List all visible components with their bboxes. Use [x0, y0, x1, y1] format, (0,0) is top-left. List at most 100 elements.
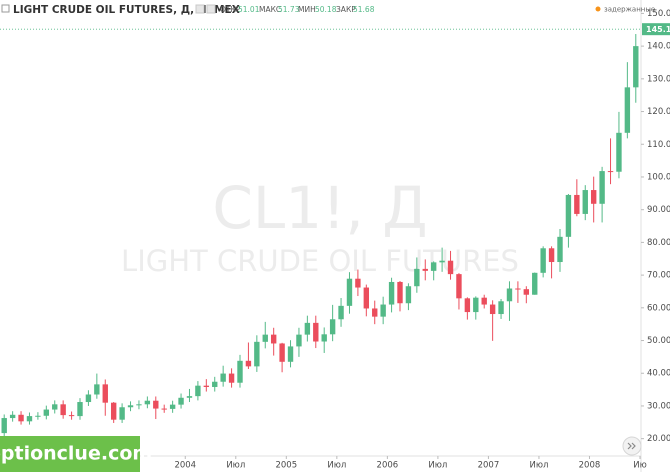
- candle-body: [279, 343, 285, 362]
- candle-body: [136, 404, 142, 406]
- watermark-name: LIGHT CRUDE OIL FUTURES: [121, 244, 519, 278]
- logo-text: optionclue.com: [0, 443, 152, 465]
- logo-box: [0, 436, 140, 472]
- header-button[interactable]: [195, 4, 205, 14]
- candle-body: [18, 414, 24, 422]
- candle-body: [422, 268, 428, 271]
- candle-body: [228, 373, 235, 383]
- candle-body: [52, 404, 58, 410]
- header-icon: [1, 4, 10, 13]
- y-tick-label: 110.00: [647, 140, 670, 150]
- y-tick-label: 50.00: [647, 336, 670, 346]
- x-tick-label: 2008: [579, 461, 601, 471]
- y-tick-label: 80.00: [647, 238, 670, 248]
- candle-body: [110, 402, 117, 420]
- candle-body: [304, 322, 311, 335]
- candle-body: [68, 415, 75, 417]
- candle-body: [355, 278, 361, 288]
- x-tick-label: 2006: [377, 461, 399, 471]
- candle-body: [414, 268, 420, 287]
- candle-body: [540, 248, 546, 273]
- ohlc-label: МАКС: [259, 5, 281, 14]
- candle-body: [607, 171, 614, 173]
- y-tick-label: 120.00: [647, 107, 670, 117]
- candle-body: [574, 194, 580, 214]
- candle-body: [439, 260, 445, 263]
- x-tick-label: Июл: [428, 461, 447, 471]
- candle-body: [498, 301, 504, 315]
- candle-body: [633, 46, 639, 88]
- candle-body: [254, 341, 260, 367]
- candle-body: [77, 402, 83, 417]
- ohlc-label: ОТКР: [220, 5, 241, 14]
- candle-body: [102, 384, 108, 403]
- last-price-label: 145.18: [646, 25, 670, 34]
- candle-body: [557, 236, 563, 263]
- header-button[interactable]: [206, 4, 216, 14]
- candle-body: [85, 394, 92, 403]
- candle-body: [161, 408, 167, 410]
- candle-body: [456, 274, 462, 299]
- status: задержанные: [604, 6, 655, 14]
- candle-body: [506, 288, 513, 302]
- candle-body: [548, 248, 555, 263]
- candle-body: [212, 381, 218, 387]
- candle-body: [599, 171, 605, 204]
- y-tick-label: 70.00: [647, 271, 670, 281]
- candle-body: [127, 405, 134, 408]
- candle-body: [144, 400, 151, 405]
- watermark: CL1!, Д LIGHT CRUDE OIL FUTURES: [121, 174, 519, 278]
- candle-body: [388, 281, 395, 305]
- ohlc-value: 50.18: [315, 5, 337, 14]
- candle-body: [203, 385, 210, 387]
- candle-body: [321, 334, 327, 342]
- candle-body: [313, 322, 319, 342]
- candle-body: [237, 360, 243, 383]
- x-tick-label: Июл: [226, 461, 245, 471]
- logo: optionclue.com: [0, 436, 152, 472]
- candle-body: [9, 414, 16, 419]
- scroll-button-bg[interactable]: [622, 436, 642, 456]
- candle-body: [1, 418, 7, 434]
- y-tick-label: 130.00: [647, 74, 670, 84]
- y-tick-label: 140.00: [647, 42, 670, 52]
- y-tick-label: 90.00: [647, 205, 670, 215]
- candle-body: [405, 286, 412, 304]
- candle-body: [220, 373, 226, 382]
- candle-body: [489, 304, 496, 315]
- ohlc-value: 51.73: [278, 5, 300, 14]
- scroll-button[interactable]: [622, 436, 642, 456]
- candle-body: [119, 407, 125, 420]
- header: LIGHT CRUDE OIL FUTURES, Д, NYMEX ОТКР 5…: [1, 4, 655, 16]
- candle-body: [153, 400, 159, 409]
- candle-body: [363, 287, 370, 309]
- last-price-box: [642, 23, 670, 36]
- candle-body: [565, 194, 572, 237]
- ohlc-label: МИН: [298, 5, 316, 14]
- candle-body: [26, 416, 33, 422]
- candle-body: [372, 308, 378, 317]
- candle-body: [430, 262, 437, 271]
- candle-body: [262, 334, 268, 342]
- candle-body: [195, 385, 201, 397]
- y-tick-label: 20.00: [647, 434, 670, 444]
- candle-body: [94, 384, 100, 395]
- candle-body: [169, 404, 176, 409]
- plot-area: [1, 34, 639, 437]
- ohlc-value: 51.01: [238, 5, 260, 14]
- x-tick-label: Ию: [633, 461, 647, 471]
- candle-body: [329, 319, 336, 335]
- y-tick-label: 40.00: [647, 369, 670, 379]
- scroll-icon: [627, 442, 636, 450]
- candle-body: [515, 288, 521, 290]
- candle-body: [464, 298, 471, 313]
- candle-body: [481, 297, 487, 305]
- candle-body: [35, 415, 41, 417]
- candle-body: [287, 346, 294, 362]
- status-dot: [595, 6, 601, 12]
- y-tick-label: 150.00: [647, 9, 670, 19]
- ohlc-label: ЗАКР: [336, 5, 356, 14]
- candle-body: [532, 272, 538, 295]
- x-tick-label: 2004: [174, 461, 196, 471]
